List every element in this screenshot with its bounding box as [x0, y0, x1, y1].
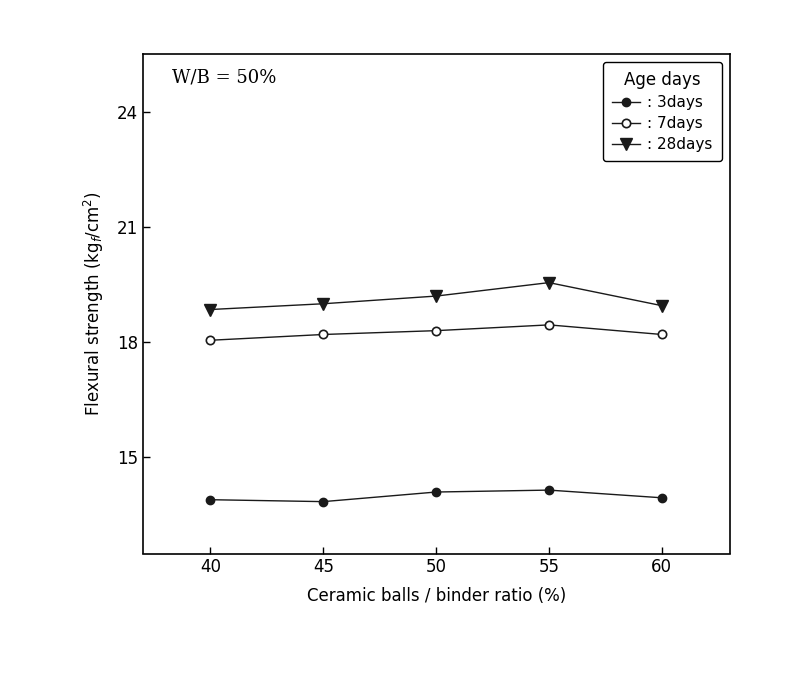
: 7days: (55, 18.4): 7days: (55, 18.4): [544, 321, 554, 329]
: 28days: (60, 18.9): 28days: (60, 18.9): [657, 302, 667, 310]
: 7days: (45, 18.2): 7days: (45, 18.2): [319, 331, 328, 339]
: 7days: (60, 18.2): 7days: (60, 18.2): [657, 331, 667, 339]
: 28days: (50, 19.2): 28days: (50, 19.2): [431, 292, 441, 300]
: 7days: (40, 18.1): 7days: (40, 18.1): [205, 336, 215, 344]
: 3days: (45, 13.8): 3days: (45, 13.8): [319, 497, 328, 506]
: 3days: (60, 13.9): 3days: (60, 13.9): [657, 493, 667, 502]
Line: : 7days: : 7days: [206, 321, 666, 344]
Line: : 28days: : 28days: [205, 277, 668, 315]
: 3days: (40, 13.9): 3days: (40, 13.9): [205, 495, 215, 504]
: 28days: (40, 18.9): 28days: (40, 18.9): [205, 306, 215, 314]
Y-axis label: Flexural strength (kg$_f$/cm$^2$): Flexural strength (kg$_f$/cm$^2$): [82, 191, 105, 416]
: 7days: (50, 18.3): 7days: (50, 18.3): [431, 327, 441, 335]
Legend: : 3days, : 7days, : 28days: : 3days, : 7days, : 28days: [603, 61, 722, 161]
: 3days: (55, 14.2): 3days: (55, 14.2): [544, 486, 554, 494]
: 28days: (45, 19): 28days: (45, 19): [319, 300, 328, 308]
Text: W/B = 50%: W/B = 50%: [172, 69, 277, 87]
X-axis label: Ceramic balls / binder ratio (%): Ceramic balls / binder ratio (%): [307, 587, 565, 605]
Line: : 3days: : 3days: [206, 486, 666, 506]
: 3days: (50, 14.1): 3days: (50, 14.1): [431, 488, 441, 496]
: 28days: (55, 19.6): 28days: (55, 19.6): [544, 279, 554, 287]
